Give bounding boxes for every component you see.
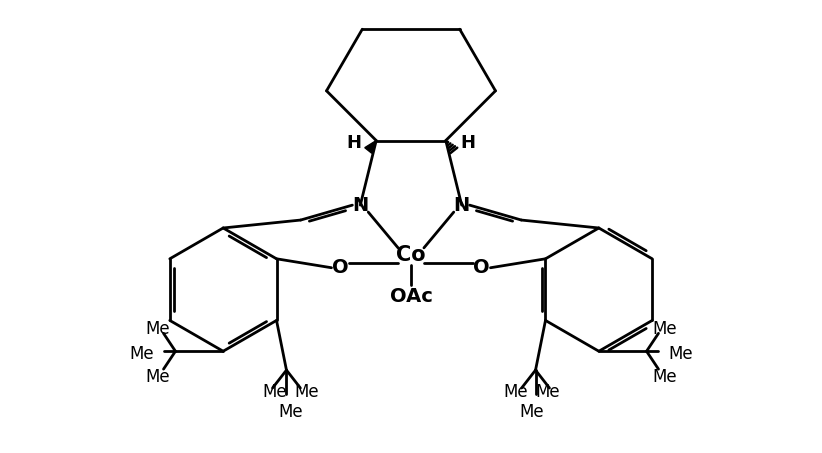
Text: Me: Me — [668, 345, 693, 363]
Text: Me: Me — [652, 320, 677, 338]
Text: Me: Me — [294, 383, 319, 401]
Text: O: O — [332, 258, 349, 277]
Text: Me: Me — [535, 383, 560, 401]
Text: Me: Me — [652, 368, 677, 386]
Text: H: H — [460, 134, 475, 151]
Text: Me: Me — [278, 403, 302, 421]
Text: Me: Me — [503, 383, 528, 401]
Text: N: N — [352, 196, 368, 215]
Text: Me: Me — [129, 345, 154, 363]
Text: Me: Me — [145, 368, 170, 386]
Text: Me: Me — [145, 320, 170, 338]
Text: N: N — [454, 196, 470, 215]
Text: O: O — [473, 258, 490, 277]
Text: OAc: OAc — [390, 287, 432, 306]
Text: Co: Co — [396, 245, 426, 265]
Text: Me: Me — [262, 383, 287, 401]
Polygon shape — [365, 140, 376, 153]
Text: Me: Me — [520, 403, 544, 421]
Text: H: H — [347, 134, 362, 151]
